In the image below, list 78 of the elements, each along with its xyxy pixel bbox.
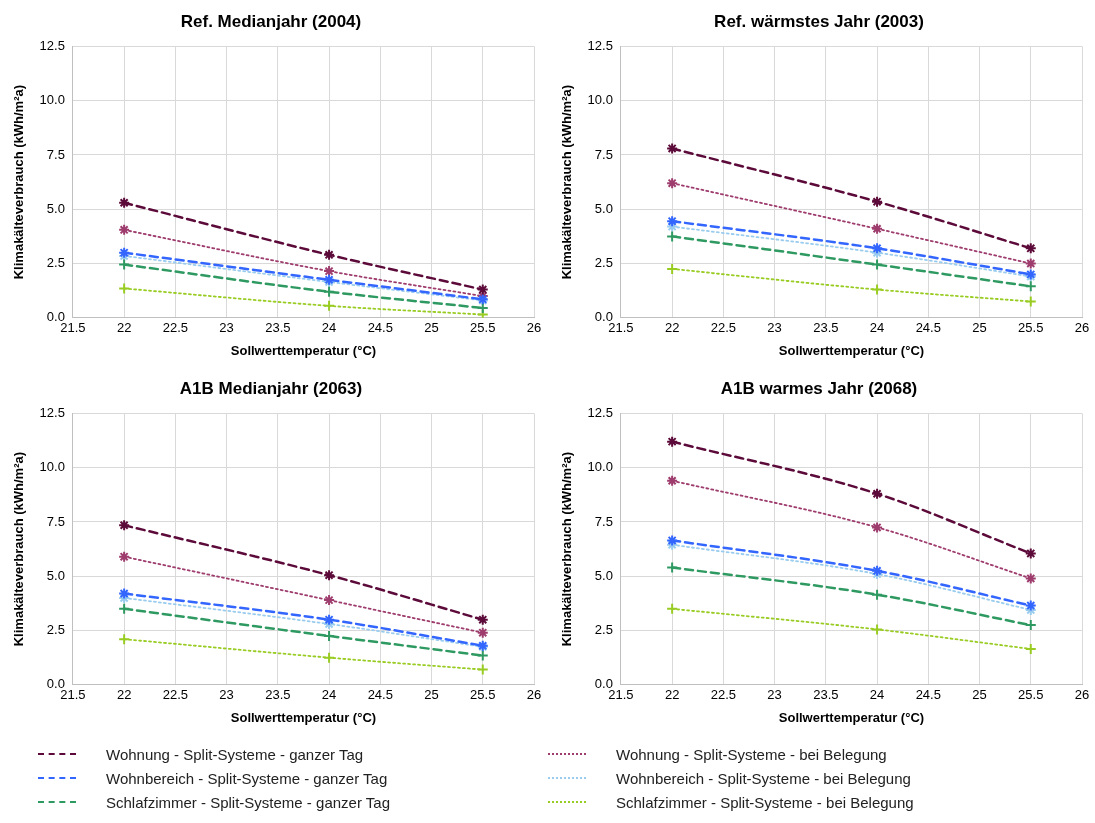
x-tick-label: 24: [321, 687, 337, 703]
y-tick-label: 5.0: [46, 567, 65, 583]
y-tick-label: 12.5: [39, 37, 65, 53]
x-axis-title: Sollwerttemperatur (°C): [778, 342, 925, 358]
legend-label: Wohnbereich - Split-Systeme - ganzer Tag: [106, 769, 388, 787]
x-tick-label: 22.5: [710, 687, 737, 703]
x-tick-label: 21.5: [608, 320, 634, 336]
x-tick-label: 23: [767, 320, 782, 336]
x-tick-label: 22.5: [162, 320, 189, 336]
y-tick-label: 12.5: [587, 404, 613, 420]
x-tick-label: 23.5: [265, 320, 291, 336]
x-tick-label: 25: [972, 320, 987, 336]
x-tick-label: 24.5: [915, 687, 941, 703]
x-tick-label: 24.5: [367, 687, 393, 703]
y-tick-label: 2.5: [594, 255, 613, 271]
legend-label: Wohnung - Split-Systeme - ganzer Tag: [106, 745, 364, 763]
y-tick-label: 10.0: [39, 459, 65, 475]
x-tick-label: 25.5: [470, 320, 496, 336]
y-tick-label: 5.0: [46, 200, 65, 216]
y-tick-label: 10.0: [587, 92, 613, 108]
x-tick-label: 25: [424, 320, 439, 336]
x-tick-label: 23: [767, 687, 782, 703]
chart-title: Ref. wärmstes Jahr (2003): [714, 11, 924, 31]
legend-label: Schlafzimmer - Split-Systeme - bei Belegung: [616, 793, 914, 811]
x-tick-label: 22: [116, 687, 132, 703]
legend-label: Schlafzimmer - Split-Systeme - ganzer Tag: [106, 793, 390, 811]
x-tick-label: 24.5: [915, 320, 941, 336]
x-tick-label: 21.5: [608, 687, 634, 703]
x-tick-label: 22.5: [710, 320, 737, 336]
x-tick-label: 23.5: [265, 687, 291, 703]
y-tick-label: 5.0: [594, 567, 613, 583]
x-tick-label: 26: [526, 320, 542, 336]
y-axis-title: Klimakälteverbrauch (kWh/m²a): [11, 451, 27, 647]
x-axis-title: Sollwerttemperatur (°C): [230, 709, 377, 725]
y-tick-label: 7.5: [594, 146, 613, 162]
x-tick-label: 23.5: [813, 687, 839, 703]
x-tick-label: 26: [1074, 687, 1090, 703]
x-tick-label: 21.5: [60, 320, 86, 336]
y-axis-title: Klimakälteverbrauch (kWh/m²a): [559, 84, 575, 280]
x-tick-label: 25.5: [1018, 687, 1044, 703]
x-tick-label: 24: [321, 320, 337, 336]
chart-title: Ref. Medianjahr (2004): [180, 11, 362, 31]
x-tick-label: 24: [869, 687, 885, 703]
x-tick-label: 24.5: [367, 320, 393, 336]
y-tick-label: 10.0: [39, 92, 65, 108]
legend-label: Wohnung - Split-Systeme - bei Belegung: [616, 745, 887, 763]
y-tick-label: 12.5: [587, 37, 613, 53]
x-tick-label: 25.5: [1018, 320, 1044, 336]
x-tick-label: 25: [424, 687, 439, 703]
chart-title: A1B warmes Jahr (2068): [720, 378, 918, 398]
x-tick-label: 26: [526, 687, 542, 703]
x-tick-label: 22: [664, 320, 680, 336]
x-tick-label: 23: [219, 687, 234, 703]
x-tick-label: 22.5: [162, 687, 189, 703]
y-tick-label: 10.0: [587, 459, 613, 475]
x-tick-label: 26: [1074, 320, 1090, 336]
x-axis-title: Sollwerttemperatur (°C): [230, 342, 377, 358]
y-tick-label: 2.5: [594, 622, 613, 638]
y-tick-label: 2.5: [46, 255, 65, 271]
y-tick-label: 5.0: [594, 200, 613, 216]
x-tick-label: 22: [664, 687, 680, 703]
x-tick-label: 21.5: [60, 687, 86, 703]
x-axis-title: Sollwerttemperatur (°C): [778, 709, 925, 725]
x-tick-label: 23: [219, 320, 234, 336]
y-tick-label: 2.5: [46, 622, 65, 638]
y-tick-label: 7.5: [46, 146, 65, 162]
y-axis-title: Klimakälteverbrauch (kWh/m²a): [559, 451, 575, 647]
y-tick-label: 12.5: [39, 404, 65, 420]
y-axis-title: Klimakälteverbrauch (kWh/m²a): [11, 84, 27, 280]
x-tick-label: 24: [869, 320, 885, 336]
x-tick-label: 25: [972, 687, 987, 703]
y-tick-label: 7.5: [46, 513, 65, 529]
x-tick-label: 22: [116, 320, 132, 336]
x-tick-label: 23.5: [813, 320, 839, 336]
legend-label: Wohnbereich - Split-Systeme - bei Belegung: [616, 769, 911, 787]
chart-title: A1B Medianjahr (2063): [179, 378, 363, 398]
y-tick-label: 7.5: [594, 513, 613, 529]
x-tick-label: 25.5: [470, 687, 496, 703]
